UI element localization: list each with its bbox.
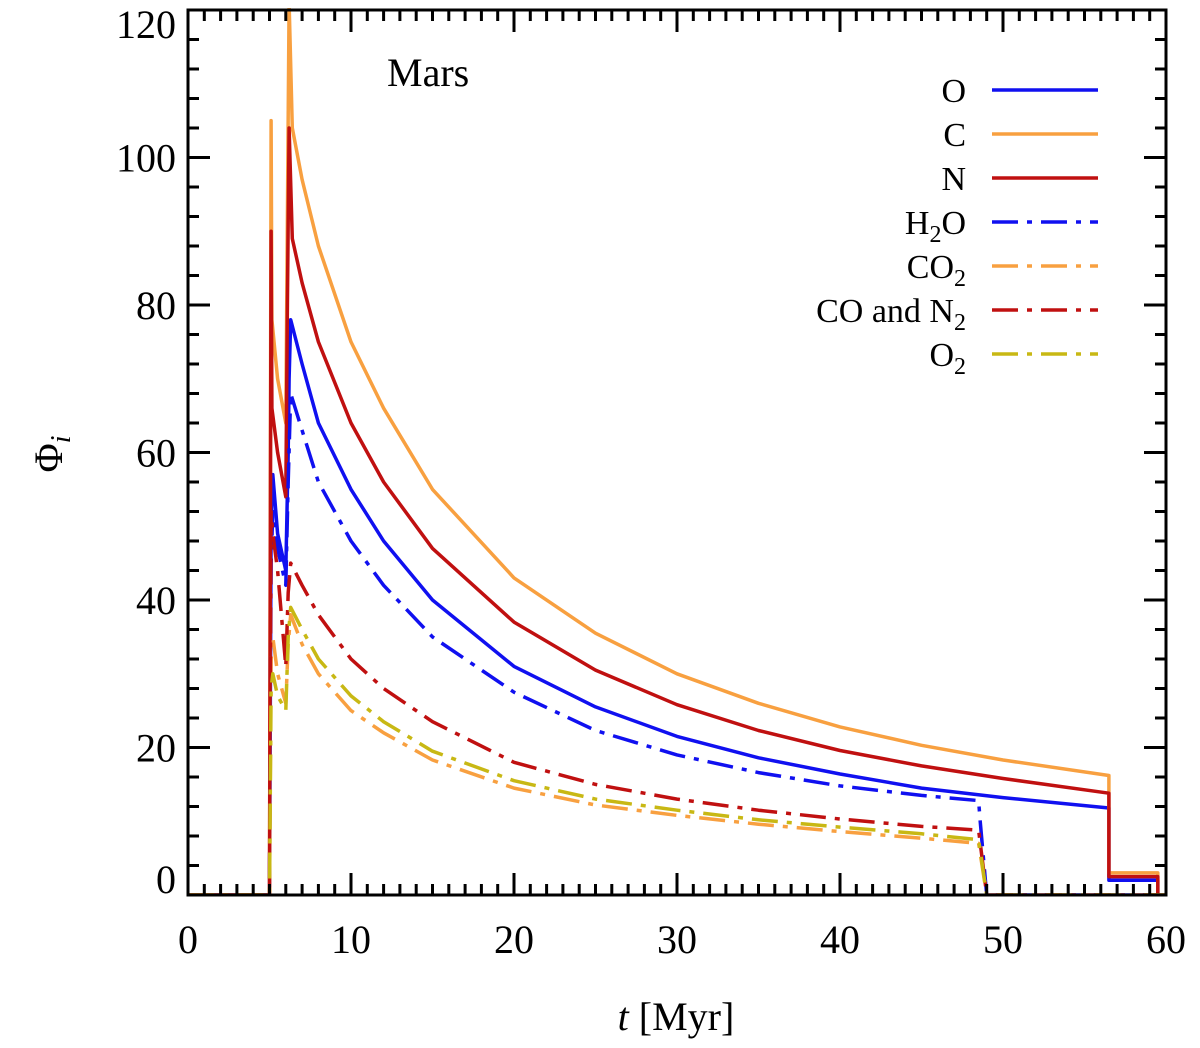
legend-label-subscript: 2 [929,222,941,248]
x-tick-label: 50 [983,917,1023,962]
legend-label-subscript: 2 [954,310,966,336]
x-tick-label: 20 [494,917,534,962]
legend-label: C [943,117,966,154]
series-line-h2o [188,391,1166,895]
ticks-layer [188,10,1166,895]
y-tick-label: 80 [136,283,176,328]
series-line-o [188,318,1166,895]
legend-label-main: C [943,117,966,154]
legend-label: O2 [929,337,966,380]
legend-label: H2O [905,205,966,248]
x-tick-label: 40 [820,917,860,962]
y-axis-subscript: i [46,435,77,443]
series-line-co2 [188,613,1166,895]
y-tick-label: 0 [156,857,176,902]
x-tick-label: 10 [331,917,371,962]
legend-label: N [941,161,966,198]
legend-label: CO and N2 [816,293,966,336]
x-axis-variable: t [618,994,630,1039]
x-tick-label: 0 [178,917,198,962]
chart-title: Mars [387,50,469,95]
legend-label-subscript: 2 [954,266,966,292]
legend-label-main: CO [907,249,954,286]
legend-label: CO2 [907,249,966,292]
x-tick-label: 60 [1146,917,1186,962]
legend-label-main: CO and N [816,293,954,330]
tick-labels-layer: 0 10 20 30 40 50 60 0 20 40 60 80 100 120 [116,2,1186,962]
y-tick-label: 120 [116,2,176,47]
legend-label-main: N [941,161,966,198]
legend-label-subscript: 2 [954,354,966,380]
x-tick-label: 30 [657,917,697,962]
x-axis-unit: [Myr] [629,994,735,1039]
series-line-co-and-n2 [188,509,1166,895]
legend-label-main: O [941,73,966,110]
legend-label: O [941,73,966,110]
series-layer [188,8,1166,895]
x-axis-label: t [Myr] [618,994,735,1039]
series-line-c [188,8,1166,895]
series-line-o2 [188,605,1166,895]
legend-label-main: O [929,337,954,374]
series-line-n [188,126,1166,895]
y-tick-label: 100 [116,136,176,181]
legend-label-main: H [905,205,930,242]
legend-label-tail: O [941,205,966,242]
y-axis-label: Φi [26,435,77,472]
y-tick-label: 20 [136,726,176,771]
y-tick-label: 60 [136,431,176,476]
y-axis-symbol: Φ [26,443,71,472]
y-tick-label: 40 [136,578,176,623]
